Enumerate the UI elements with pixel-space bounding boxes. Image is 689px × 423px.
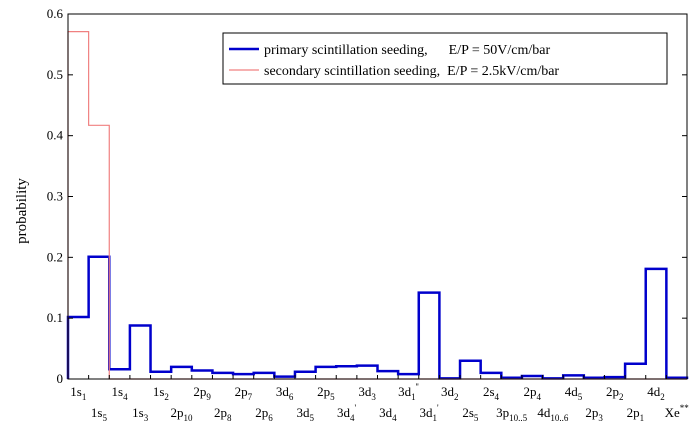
x-tick-label: 2p7 (235, 384, 253, 402)
x-tick-label: 1s5 (91, 405, 108, 423)
x-tick-label: 2p2 (606, 384, 624, 402)
y-tick-label: 0.1 (47, 310, 63, 325)
x-tick-label: 2p10 (170, 405, 193, 423)
y-axis-label: probability (14, 178, 30, 244)
x-tick-label: Xe** (665, 403, 689, 420)
x-tick-label: 2p9 (193, 384, 211, 402)
legend-label-primary: primary scintillation seeding, E/P = 50V… (264, 43, 550, 58)
x-tick-label: 4d5 (565, 384, 583, 402)
x-tick-label: 3d6 (276, 384, 294, 402)
x-tick-label: 1s4 (112, 384, 129, 402)
x-tick-label: 2p5 (317, 384, 335, 402)
y-tick-label: 0.2 (47, 249, 63, 264)
x-tick-label: 2p3 (585, 405, 603, 423)
y-tick-label: 0.6 (47, 6, 64, 21)
x-tick-label: 3d3 (358, 384, 376, 402)
legend-label-secondary: secondary scintillation seeding, E/P = 2… (264, 64, 559, 79)
x-tick-label: 2s4 (483, 384, 500, 402)
y-tick-label: 0.5 (47, 67, 63, 82)
x-tick-label: 3d1' (420, 403, 440, 423)
x-tick-label: 1s1 (70, 384, 86, 402)
x-tick-label: 3d5 (297, 405, 315, 423)
x-tick-label: 1s3 (132, 405, 149, 423)
legend-box (222, 32, 668, 85)
y-tick-label: 0 (57, 371, 64, 386)
x-tick-label: 1s2 (153, 384, 169, 402)
x-tick-label: 2p4 (524, 384, 542, 402)
x-tick-label: 3p10..5 (496, 405, 528, 423)
x-tick-label: 3d1'' (398, 382, 419, 402)
x-tick-label: 3d4 (379, 405, 397, 423)
y-tick-label: 0.3 (47, 189, 63, 204)
x-tick-label: 3d4' (337, 403, 357, 423)
x-tick-label: 2s5 (462, 405, 479, 423)
series-primary-line (66, 255, 689, 380)
y-tick-label: 0.4 (47, 128, 64, 143)
axes-layer: 00.10.20.30.40.50.61s11s51s41s31s22p102p… (47, 6, 689, 423)
x-tick-label: 4d10..6 (537, 405, 569, 423)
x-tick-label: 2p1 (627, 405, 645, 423)
x-tick-label: 2p6 (255, 405, 273, 423)
x-tick-label: 3d2 (441, 384, 459, 402)
x-tick-label: 4d2 (647, 384, 665, 402)
x-tick-label: 2p8 (214, 405, 232, 423)
legend: primary scintillation seeding, E/P = 50V… (222, 32, 668, 85)
